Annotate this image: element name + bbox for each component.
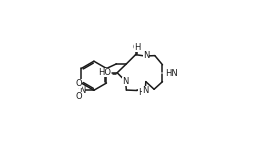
Text: N: N bbox=[122, 77, 129, 86]
Text: N: N bbox=[143, 51, 149, 60]
Text: O: O bbox=[75, 92, 82, 101]
Text: H: H bbox=[138, 88, 144, 97]
Text: N: N bbox=[142, 86, 148, 95]
Text: HN: HN bbox=[165, 69, 178, 78]
Text: O: O bbox=[75, 79, 82, 88]
Text: N: N bbox=[79, 86, 85, 95]
Text: H: H bbox=[134, 43, 141, 52]
Text: HO: HO bbox=[98, 68, 111, 77]
Text: O: O bbox=[133, 43, 139, 52]
